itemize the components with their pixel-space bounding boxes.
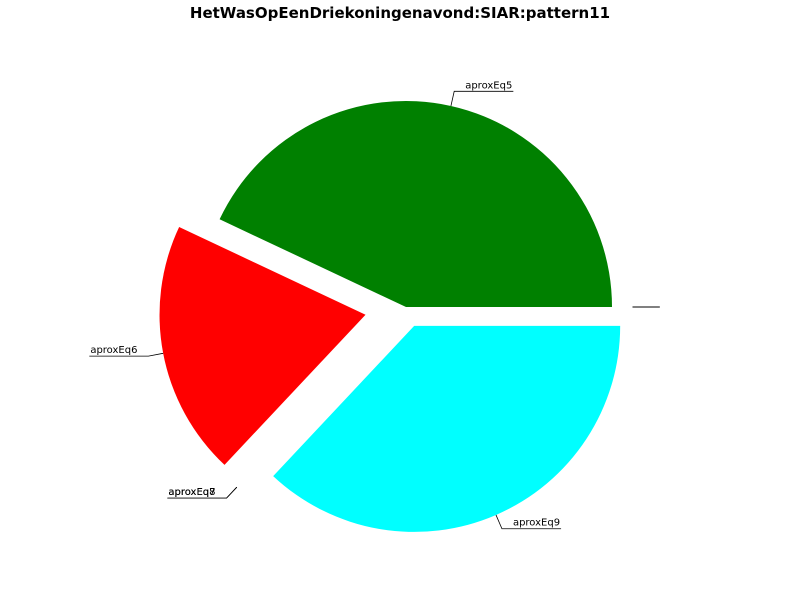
pie-label-aproxEq9: aproxEq9 bbox=[513, 518, 560, 529]
pie-leader-aproxEq5 bbox=[450, 90, 514, 107]
pie-label-aproxEq7: aproxEq7 bbox=[168, 487, 215, 498]
pie-slice-aproxEq5 bbox=[219, 101, 612, 307]
pie-leader-aproxEq6 bbox=[89, 352, 164, 357]
pie-leader-aproxEq9 bbox=[495, 514, 562, 530]
chart-title: HetWasOpEenDriekoningenavond:SIAR:patter… bbox=[189, 4, 611, 22]
pie-label-aproxEq8: aproxEq8 bbox=[168, 487, 215, 498]
pie-slice-aproxEq6 bbox=[159, 227, 366, 465]
pie-label-aproxEq6: aproxEq6 bbox=[90, 345, 137, 356]
pie-label-aproxEq5: aproxEq5 bbox=[465, 80, 512, 91]
pie-slice-aproxEq9 bbox=[273, 325, 621, 532]
pie-leader-aproxEq8 bbox=[167, 486, 238, 499]
